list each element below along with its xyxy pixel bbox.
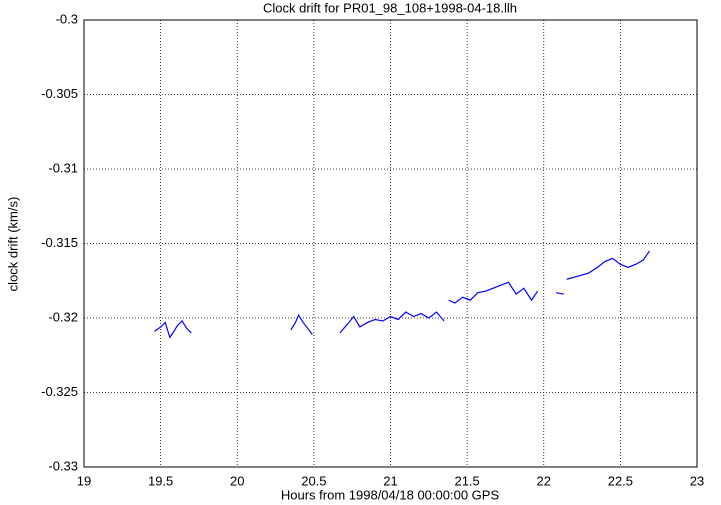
y-axis-label: clock drift (km/s) (5, 197, 20, 292)
data-line (154, 250, 650, 339)
x-tick-label: 22 (537, 473, 551, 488)
x-tick-label: 20 (230, 473, 244, 488)
x-tick-label: 19.5 (148, 473, 173, 488)
y-tick-label: -0.305 (41, 86, 78, 101)
x-tick-label: 20.5 (301, 473, 326, 488)
y-tick-label: -0.31 (48, 160, 78, 175)
x-tick-label: 22.5 (608, 473, 633, 488)
y-tick-label: -0.33 (48, 458, 78, 473)
y-tick-label: -0.315 (41, 235, 78, 250)
chart-title: Clock drift for PR01_98_108+1998-04-18.l… (263, 0, 517, 15)
y-tick-label: -0.3 (56, 11, 78, 26)
x-tick-label: 21.5 (454, 473, 479, 488)
x-tick-label: 23 (690, 473, 704, 488)
x-tick-label: 21 (383, 473, 397, 488)
x-axis-label: Hours from 1998/04/18 00:00:00 GPS (281, 487, 500, 502)
x-tick-label: 19 (77, 473, 91, 488)
y-tick-label: -0.32 (48, 309, 78, 324)
y-tick-label: -0.325 (41, 384, 78, 399)
